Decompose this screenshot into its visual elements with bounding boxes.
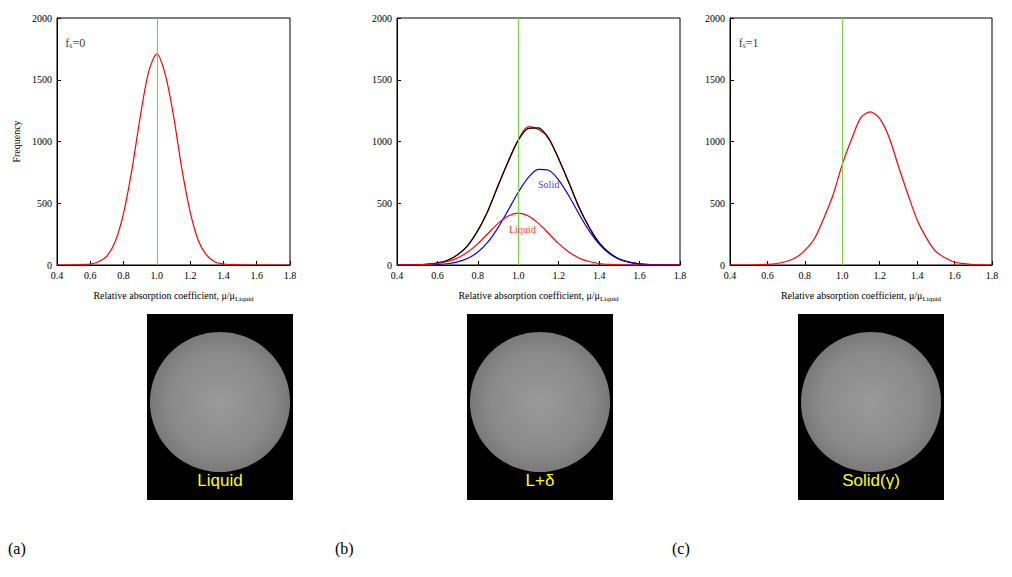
svg-text:(a): (a) [8, 540, 26, 558]
svg-text:(c): (c) [672, 540, 690, 558]
svg-text:1.6: 1.6 [250, 270, 263, 281]
svg-text:0.4: 0.4 [724, 270, 737, 281]
html-text:fs: fs [738, 35, 746, 51]
svg-text:1.4: 1.4 [911, 270, 924, 281]
svg-text:1.2: 1.2 [552, 270, 565, 281]
svg-text:1000: 1000 [32, 136, 52, 147]
svg-text:=1: =1 [746, 36, 759, 50]
svg-text:0.6: 0.6 [84, 270, 97, 281]
svg-text:1.8: 1.8 [284, 270, 297, 281]
svg-text:Liquid: Liquid [197, 471, 242, 490]
svg-text:1.2: 1.2 [184, 270, 197, 281]
svg-text:0: 0 [387, 259, 392, 271]
svg-text:Relative absorption coefficien: Relative absorption coefficient, μ/μ [93, 290, 235, 301]
svg-text:(b): (b) [335, 540, 354, 558]
svg-text:Relative absorption coefficien: Relative absorption coefficient, μ/μ [781, 290, 923, 301]
svg-text:0.8: 0.8 [117, 270, 130, 281]
svg-text:0.4: 0.4 [391, 270, 404, 281]
svg-text:Solid(γ): Solid(γ) [842, 471, 900, 490]
svg-text:2000: 2000 [32, 13, 52, 24]
svg-text:1500: 1500 [32, 74, 52, 85]
svg-text:1000: 1000 [372, 136, 392, 147]
svg-text:Frequency: Frequency [11, 120, 22, 162]
svg-text:Liquid: Liquid [509, 224, 536, 235]
svg-text:Liquid: Liquid [922, 295, 941, 303]
svg-text:1500: 1500 [705, 74, 725, 85]
svg-text:Relative absorption coefficien: Relative absorption coefficient, μ/μ [458, 290, 600, 301]
svg-text:1.6: 1.6 [633, 270, 646, 281]
svg-text:Liquid: Liquid [235, 295, 254, 303]
svg-text:0.8: 0.8 [799, 270, 812, 281]
svg-text:1.6: 1.6 [948, 270, 961, 281]
svg-text:0.6: 0.6 [431, 270, 444, 281]
svg-text:0.6: 0.6 [761, 270, 774, 281]
svg-text:1000: 1000 [705, 136, 725, 147]
svg-text:500: 500 [710, 198, 725, 209]
svg-text:L+δ: L+δ [526, 471, 555, 490]
svg-text:0.4: 0.4 [51, 270, 64, 281]
svg-text:500: 500 [37, 198, 52, 209]
html-text:fs: fs [65, 35, 73, 51]
svg-text:1.4: 1.4 [593, 270, 606, 281]
svg-text:2000: 2000 [705, 13, 725, 24]
svg-text:0: 0 [720, 259, 725, 271]
svg-text:1.0: 1.0 [151, 270, 164, 281]
svg-text:Liquid: Liquid [600, 295, 619, 303]
svg-text:1.2: 1.2 [873, 270, 886, 281]
svg-text:1500: 1500 [372, 74, 392, 85]
svg-text:1.0: 1.0 [512, 270, 525, 281]
svg-text:2000: 2000 [372, 13, 392, 24]
svg-text:1.8: 1.8 [674, 270, 687, 281]
svg-text:=0: =0 [72, 36, 85, 50]
svg-text:0: 0 [47, 259, 52, 271]
svg-text:Solid: Solid [538, 179, 559, 190]
svg-text:500: 500 [377, 198, 392, 209]
svg-text:0.8: 0.8 [472, 270, 485, 281]
svg-text:1.0: 1.0 [836, 270, 849, 281]
svg-text:1.4: 1.4 [217, 270, 230, 281]
svg-text:1.8: 1.8 [986, 270, 999, 281]
